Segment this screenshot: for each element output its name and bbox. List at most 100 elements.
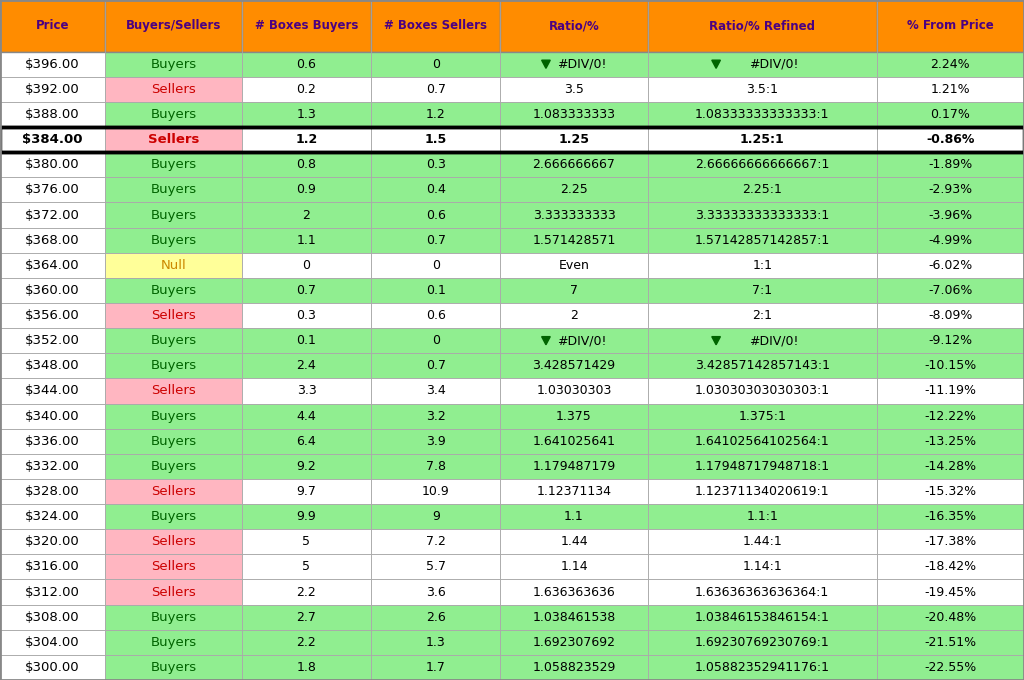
Bar xyxy=(242,52,371,77)
Text: 9.2: 9.2 xyxy=(297,460,316,473)
Text: -7.06%: -7.06% xyxy=(928,284,973,297)
Bar xyxy=(501,403,647,428)
Text: $396.00: $396.00 xyxy=(26,58,80,71)
Text: 2.2: 2.2 xyxy=(297,585,316,598)
Text: 1.636363636: 1.636363636 xyxy=(532,585,615,598)
Text: Buyers: Buyers xyxy=(151,359,197,373)
Text: 1.038461538: 1.038461538 xyxy=(532,611,615,624)
Text: 2.666666667: 2.666666667 xyxy=(532,158,615,171)
Bar xyxy=(647,328,877,354)
Bar xyxy=(647,479,877,504)
Bar xyxy=(501,177,647,203)
Text: -15.32%: -15.32% xyxy=(925,485,977,498)
Bar xyxy=(0,354,105,378)
Text: Buyers: Buyers xyxy=(151,334,197,347)
Bar xyxy=(501,303,647,328)
Bar xyxy=(371,605,501,630)
Text: Buyers: Buyers xyxy=(151,158,197,171)
Text: 0: 0 xyxy=(432,259,439,272)
Bar xyxy=(501,454,647,479)
Text: Buyers: Buyers xyxy=(151,611,197,624)
Bar xyxy=(105,428,242,454)
Bar xyxy=(242,328,371,354)
Text: $328.00: $328.00 xyxy=(26,485,80,498)
Polygon shape xyxy=(542,60,550,68)
Text: #DIV/0!: #DIV/0! xyxy=(749,334,799,347)
Bar xyxy=(877,203,1024,228)
Text: $312.00: $312.00 xyxy=(26,585,80,598)
Bar xyxy=(242,127,371,152)
Text: 0.6: 0.6 xyxy=(426,209,445,222)
Bar xyxy=(105,354,242,378)
Text: 1.44: 1.44 xyxy=(560,535,588,548)
Bar xyxy=(242,605,371,630)
Text: 1.69230769230769:1: 1.69230769230769:1 xyxy=(695,636,829,649)
Bar xyxy=(0,630,105,655)
Text: 2: 2 xyxy=(302,209,310,222)
Bar xyxy=(371,378,501,403)
Bar xyxy=(371,228,501,253)
Text: 1.25: 1.25 xyxy=(558,133,590,146)
Bar xyxy=(105,52,242,77)
Text: -19.45%: -19.45% xyxy=(925,585,977,598)
Bar xyxy=(371,529,501,554)
Bar xyxy=(371,303,501,328)
Bar xyxy=(647,203,877,228)
Bar xyxy=(647,504,877,529)
Bar xyxy=(647,228,877,253)
Text: $388.00: $388.00 xyxy=(26,108,80,121)
Text: Buyers: Buyers xyxy=(151,234,197,247)
Text: -10.15%: -10.15% xyxy=(925,359,977,373)
Text: -17.38%: -17.38% xyxy=(925,535,977,548)
Text: -12.22%: -12.22% xyxy=(925,409,977,422)
Text: 1.692307692: 1.692307692 xyxy=(532,636,615,649)
Bar xyxy=(647,354,877,378)
Bar xyxy=(371,102,501,127)
Text: -0.86%: -0.86% xyxy=(927,133,975,146)
Text: 0.1: 0.1 xyxy=(297,334,316,347)
Bar xyxy=(647,127,877,152)
Text: 0.6: 0.6 xyxy=(426,309,445,322)
Bar xyxy=(501,328,647,354)
Bar xyxy=(0,328,105,354)
Text: 1.14:1: 1.14:1 xyxy=(742,560,782,573)
Text: 0.1: 0.1 xyxy=(426,284,445,297)
Bar xyxy=(877,454,1024,479)
Bar xyxy=(0,177,105,203)
Bar xyxy=(371,354,501,378)
Text: #DIV/0!: #DIV/0! xyxy=(749,58,799,71)
Text: 2.25:1: 2.25:1 xyxy=(742,184,782,197)
Bar xyxy=(647,303,877,328)
Text: $376.00: $376.00 xyxy=(26,184,80,197)
Text: 0.6: 0.6 xyxy=(297,58,316,71)
Text: 3.2: 3.2 xyxy=(426,409,445,422)
Text: 7:1: 7:1 xyxy=(753,284,772,297)
Bar xyxy=(105,303,242,328)
Text: 3.5: 3.5 xyxy=(564,83,584,96)
Text: $336.00: $336.00 xyxy=(26,435,80,447)
Bar xyxy=(0,579,105,605)
Text: 3.5:1: 3.5:1 xyxy=(746,83,778,96)
Bar xyxy=(105,378,242,403)
Bar xyxy=(242,479,371,504)
Text: $360.00: $360.00 xyxy=(26,284,80,297)
Text: 5: 5 xyxy=(302,560,310,573)
Bar xyxy=(371,328,501,354)
Bar xyxy=(647,655,877,680)
Bar xyxy=(647,605,877,630)
Text: % From Price: % From Price xyxy=(907,19,993,33)
Text: Sellers: Sellers xyxy=(152,585,196,598)
Text: 0: 0 xyxy=(302,259,310,272)
Text: 0.7: 0.7 xyxy=(426,83,445,96)
Text: -9.12%: -9.12% xyxy=(929,334,973,347)
Bar xyxy=(242,454,371,479)
Bar xyxy=(0,303,105,328)
Bar xyxy=(877,228,1024,253)
Bar xyxy=(242,428,371,454)
Text: 1.1: 1.1 xyxy=(564,510,584,523)
Bar xyxy=(877,303,1024,328)
Bar xyxy=(242,278,371,303)
Text: 2.66666666666667:1: 2.66666666666667:1 xyxy=(695,158,829,171)
Bar xyxy=(0,605,105,630)
Text: 5: 5 xyxy=(302,535,310,548)
